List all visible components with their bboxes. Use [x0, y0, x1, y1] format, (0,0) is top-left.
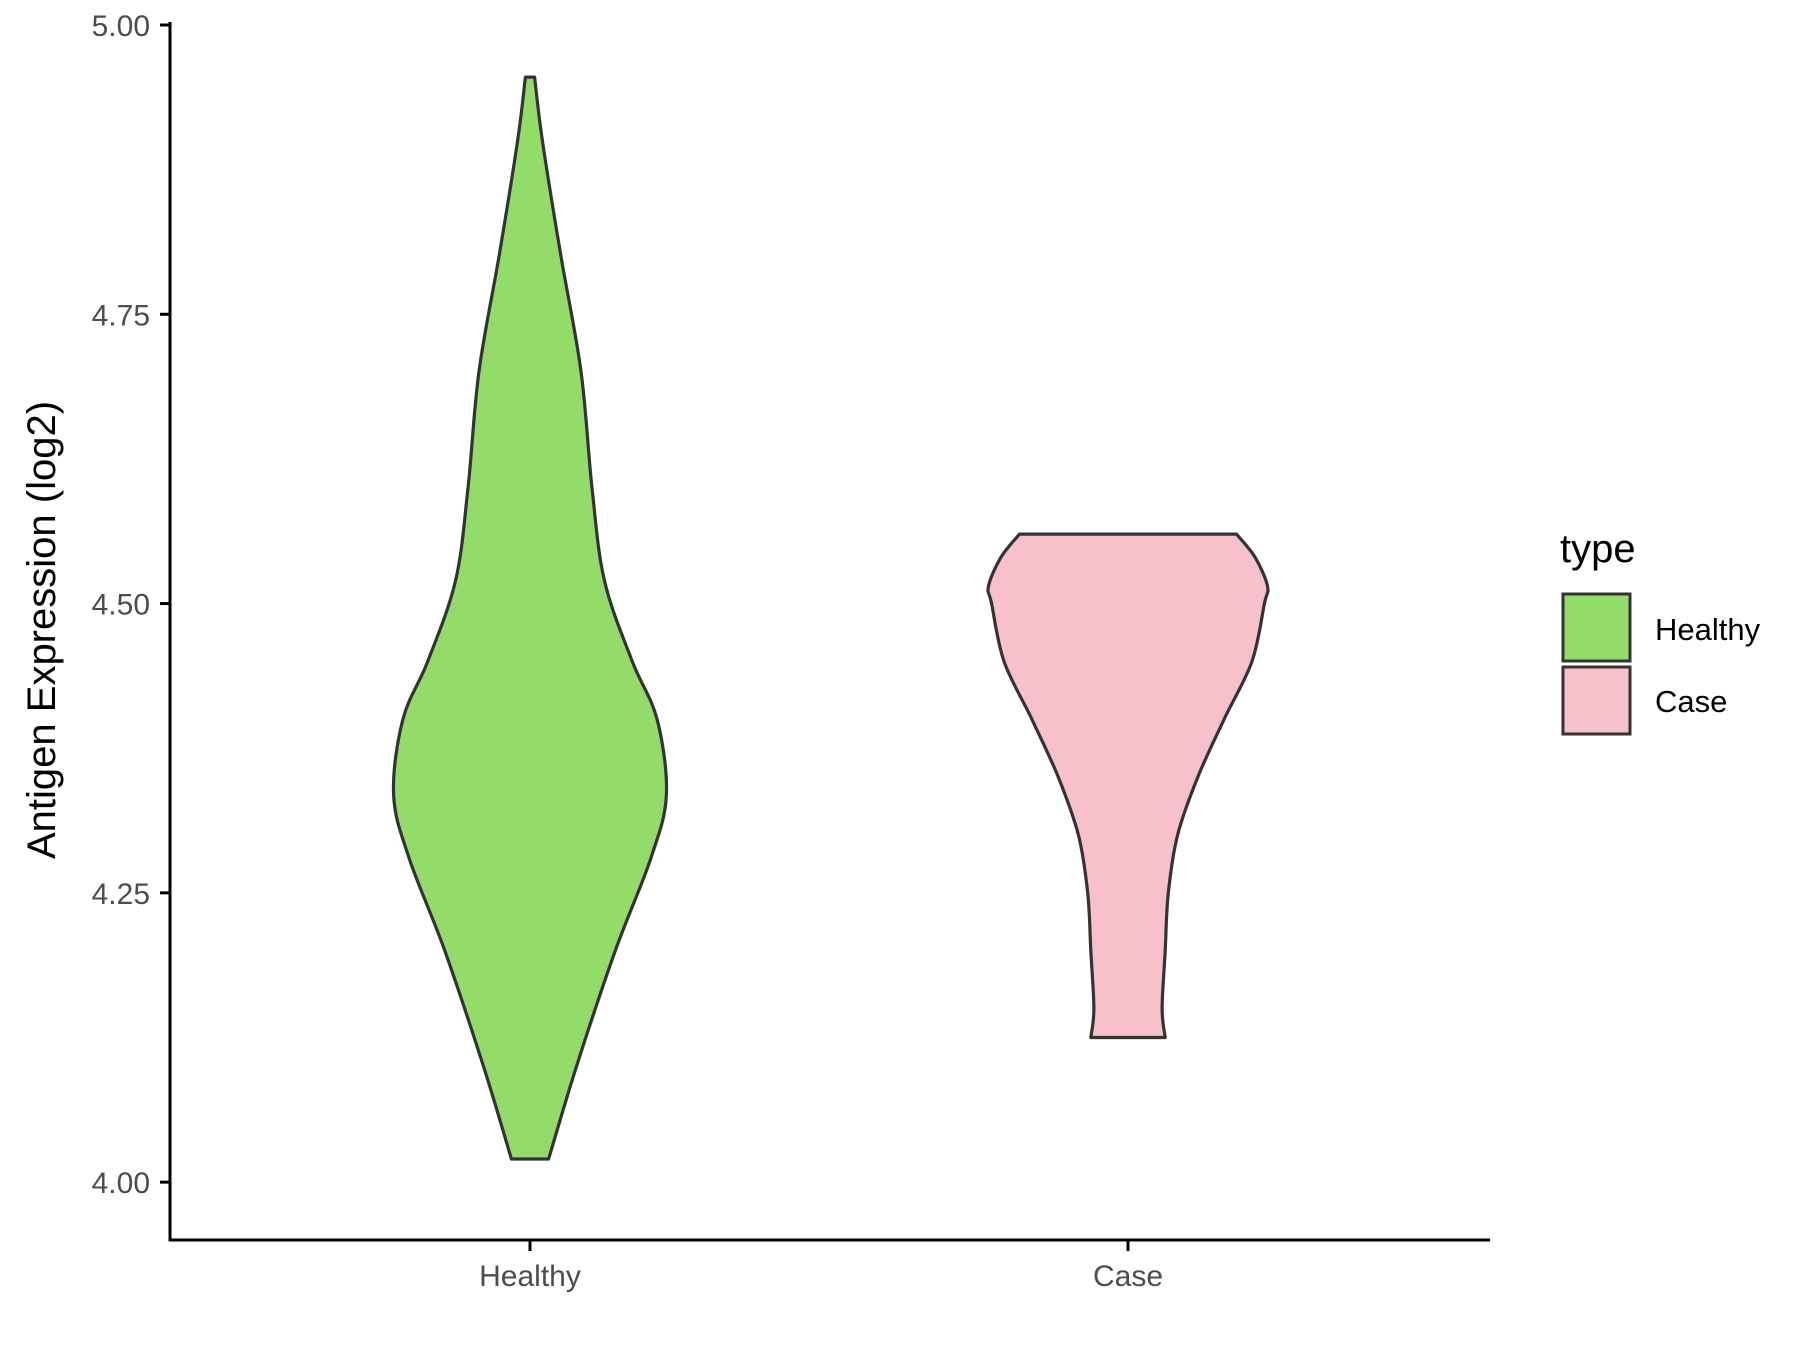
- x-axis-ticks: Healthy Case: [479, 1240, 1163, 1293]
- y-tick-label: 4.50: [92, 589, 150, 622]
- legend-title: type: [1560, 527, 1636, 571]
- violins-layer: [391, 75, 1270, 1161]
- y-tick-label: 4.25: [92, 878, 150, 911]
- y-tick-label: 4.00: [92, 1167, 150, 1200]
- legend-label-case: Case: [1655, 684, 1727, 719]
- y-axis-ticks: 4.00 4.25 4.50 4.75 5.00: [92, 10, 170, 1200]
- x-tick-label-healthy: Healthy: [479, 1260, 581, 1293]
- y-tick-label: 5.00: [92, 10, 150, 43]
- legend: type Healthy Case: [1560, 527, 1761, 736]
- legend-swatch-case: [1561, 665, 1632, 736]
- violin-healthy: [391, 75, 669, 1161]
- violin-case: [986, 532, 1270, 1040]
- legend-label-healthy: Healthy: [1655, 612, 1761, 647]
- legend-swatch-healthy: [1561, 592, 1632, 663]
- y-tick-label: 4.75: [92, 299, 150, 332]
- x-tick-label-case: Case: [1093, 1260, 1163, 1293]
- y-axis-title: Antigen Expression (log2): [20, 401, 64, 859]
